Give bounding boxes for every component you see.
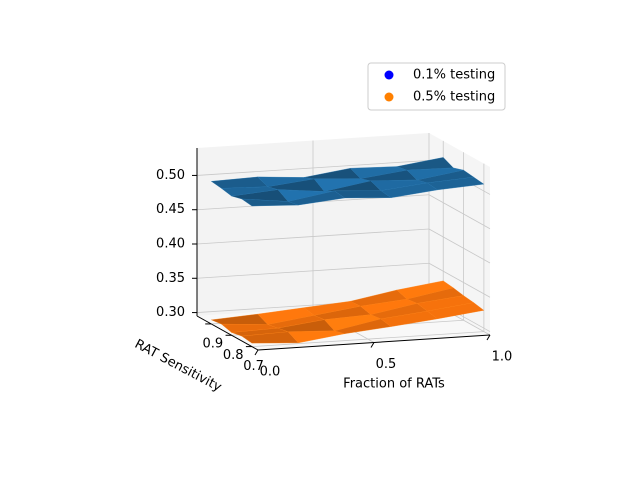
legend-marker bbox=[384, 70, 394, 80]
x-tick-label: 1.0 bbox=[492, 350, 513, 365]
legend-label: 0.5% testing bbox=[413, 90, 495, 105]
y-tick-label: 0.9 bbox=[203, 336, 224, 351]
x-tick bbox=[370, 342, 375, 348]
grid-line bbox=[428, 194, 491, 230]
grid-line bbox=[251, 331, 484, 347]
x-tick-label: 0.5 bbox=[376, 357, 397, 372]
x-tick-label: 0.0 bbox=[260, 365, 281, 380]
legend-label: 0.1% testing bbox=[413, 68, 495, 83]
y-tick-label: 0.7 bbox=[243, 359, 264, 374]
surface-cell bbox=[426, 302, 485, 319]
x-axis-label: Fraction of RATs bbox=[343, 377, 445, 392]
z-tick-label: 0.50 bbox=[156, 168, 185, 183]
z-tick-label: 0.40 bbox=[156, 237, 185, 252]
z-tick-label: 0.35 bbox=[156, 271, 185, 286]
x-tick bbox=[254, 349, 259, 356]
grid-line bbox=[428, 262, 491, 298]
z-tick-label: 0.45 bbox=[156, 202, 185, 217]
y-axis bbox=[196, 315, 259, 351]
surface-cell bbox=[426, 176, 485, 191]
legend-box bbox=[367, 62, 506, 111]
legend-marker bbox=[384, 92, 394, 102]
x-tick bbox=[486, 334, 491, 341]
z-tick-label: 0.30 bbox=[156, 305, 185, 320]
y-tick-label: 0.8 bbox=[223, 348, 244, 363]
grid-line bbox=[428, 228, 491, 264]
